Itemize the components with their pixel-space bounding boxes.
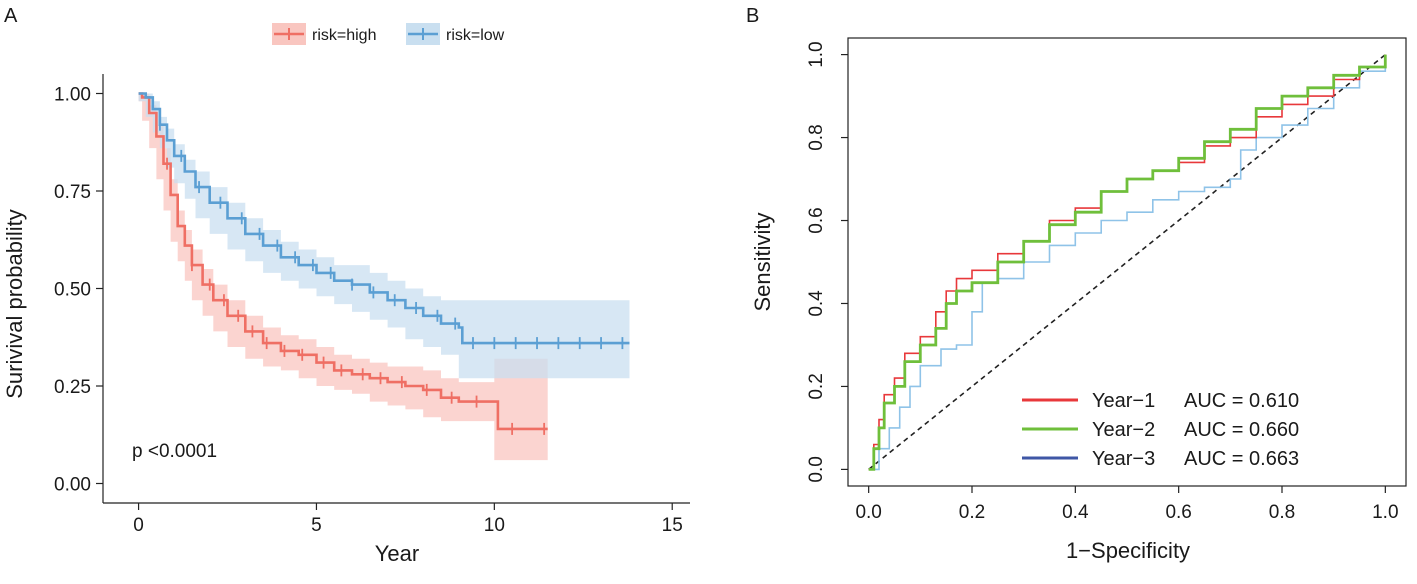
- legend-label-high: risk=high: [312, 27, 376, 44]
- roc-legend-label-year3: Year−3: [1092, 448, 1155, 470]
- roc-y-tick-label: 0.2: [806, 373, 827, 399]
- roc-legend-auc-year2: AUC = 0.660: [1184, 419, 1299, 441]
- km-curves: [138, 92, 630, 431]
- roc-x-tick-label: 0.6: [1165, 502, 1191, 523]
- roc-y-ticks: 0.0 0.2 0.4 0.6 0.8 1.0: [806, 41, 848, 483]
- km-y-axis-label: Surivival probability: [2, 209, 27, 399]
- roc-x-axis-label: 1−Specificity: [1066, 538, 1190, 563]
- roc-x-tick-label: 0.4: [1062, 502, 1089, 523]
- roc-x-tick-label: 0.2: [959, 502, 985, 523]
- legend-label-low: risk=low: [446, 27, 505, 44]
- panel-a-label: A: [4, 5, 18, 27]
- km-band-low: [138, 93, 630, 379]
- km-x-tick-label: 10: [484, 515, 505, 536]
- roc-y-tick-label: 0.6: [806, 207, 827, 233]
- km-x-tick-label: 5: [311, 515, 322, 536]
- roc-plot-frame: [847, 37, 1407, 487]
- roc-x-tick-label: 0.0: [855, 502, 881, 523]
- roc-y-tick-label: 1.0: [806, 41, 827, 67]
- roc-legend: Year−1 AUC = 0.610 Year−2 AUC = 0.660 Ye…: [1022, 390, 1299, 470]
- roc-x-tick-label: 0.8: [1269, 502, 1295, 523]
- km-legend: risk=high risk=low: [272, 23, 505, 45]
- roc-curve-year1: [868, 54, 1387, 471]
- km-chart: 0 5 10 15 0.00 0.25 0.50 0.75 1.00 Year Suriviv…: [2, 23, 690, 566]
- panel-b-label: B: [746, 5, 759, 27]
- roc-y-tick-label: 0.4: [806, 290, 827, 317]
- roc-y-tick-label: 0.0: [806, 456, 827, 482]
- km-y-tick-label: 0.75: [54, 182, 91, 203]
- roc-x-ticks: 0.0 0.2 0.4 0.6 0.8 1.0: [855, 486, 1399, 523]
- km-p-value: p <0.0001: [132, 441, 217, 462]
- roc-legend-auc-year3: AUC = 0.663: [1184, 448, 1299, 470]
- km-x-tick-label: 0: [133, 515, 144, 536]
- km-y-tick-label: 0.50: [54, 280, 91, 301]
- roc-curve-year2: [868, 54, 1387, 471]
- km-x-axis-label: Year: [375, 541, 419, 566]
- roc-curves: [868, 54, 1387, 471]
- km-censor-marks: [159, 118, 624, 435]
- km-x-ticks: 0 5 10 15: [133, 503, 683, 536]
- km-confidence-bands: [138, 93, 630, 461]
- roc-curve-year3: [868, 54, 1387, 471]
- roc-chart: 0.0 0.2 0.4 0.6 0.8 1.0 0.0 0.2 0.4 0.6 0.8 1.0 1−…: [750, 37, 1407, 563]
- km-y-tick-label: 1.00: [54, 85, 91, 106]
- roc-legend-label-year2: Year−2: [1092, 419, 1155, 441]
- roc-legend-auc-year1: AUC = 0.610: [1184, 390, 1299, 412]
- roc-diagonal-reference: [868, 53, 1386, 471]
- roc-y-tick-label: 0.8: [806, 124, 827, 150]
- roc-x-tick-label: 1.0: [1372, 502, 1398, 523]
- km-band-high: [138, 93, 548, 461]
- km-curve-low: [138, 92, 630, 345]
- km-y-tick-label: 0.00: [54, 475, 91, 496]
- km-x-tick-label: 15: [662, 515, 683, 536]
- km-y-tick-label: 0.25: [54, 377, 91, 398]
- roc-y-axis-label: Sensitivity: [750, 212, 775, 311]
- roc-legend-label-year1: Year−1: [1092, 390, 1155, 412]
- km-y-ticks: 0.00 0.25 0.50 0.75 1.00: [54, 85, 103, 496]
